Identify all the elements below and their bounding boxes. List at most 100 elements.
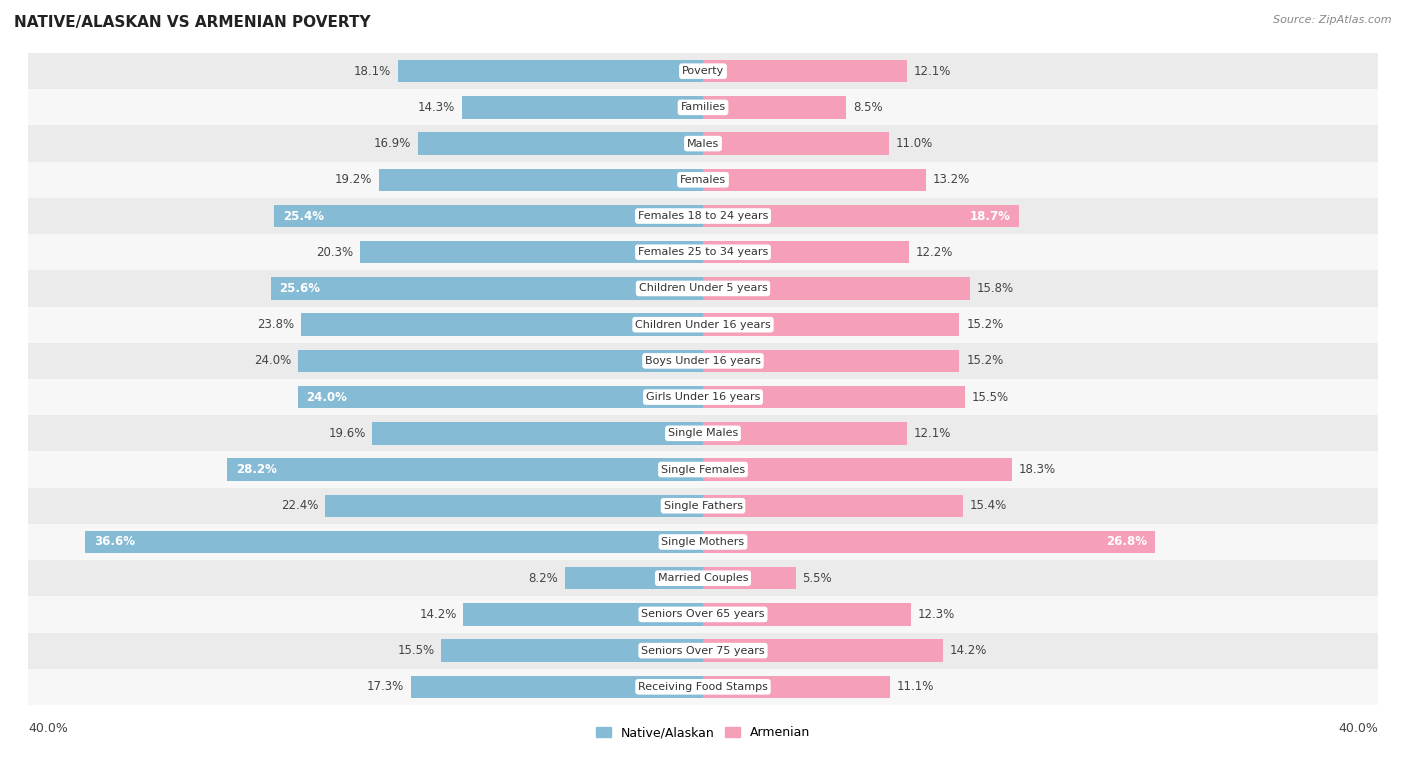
Bar	[441, 640, 703, 662]
Text: 24.0%: 24.0%	[254, 355, 291, 368]
Bar	[28, 560, 1378, 597]
Text: 15.5%: 15.5%	[972, 390, 1008, 403]
Bar	[398, 60, 703, 83]
Text: Poverty: Poverty	[682, 66, 724, 76]
Text: Single Fathers: Single Fathers	[664, 501, 742, 511]
Text: 23.8%: 23.8%	[257, 318, 295, 331]
Bar	[565, 567, 703, 590]
Text: 40.0%: 40.0%	[1339, 722, 1378, 735]
Bar	[703, 314, 959, 336]
Bar	[28, 632, 1378, 669]
Text: 26.8%: 26.8%	[1105, 535, 1147, 549]
Bar	[703, 422, 907, 444]
Text: 36.6%: 36.6%	[94, 535, 135, 549]
Bar	[411, 675, 703, 698]
Text: Girls Under 16 years: Girls Under 16 years	[645, 392, 761, 402]
Text: 18.1%: 18.1%	[354, 64, 391, 77]
Text: 15.2%: 15.2%	[966, 355, 1004, 368]
Text: 12.1%: 12.1%	[914, 427, 952, 440]
Text: 18.3%: 18.3%	[1018, 463, 1056, 476]
Bar	[703, 640, 942, 662]
Bar	[298, 349, 703, 372]
Bar	[461, 96, 703, 118]
Text: 11.1%: 11.1%	[897, 681, 935, 694]
Bar	[703, 567, 796, 590]
Bar	[703, 494, 963, 517]
Text: 18.7%: 18.7%	[969, 209, 1010, 223]
Text: 8.5%: 8.5%	[853, 101, 883, 114]
Text: 14.3%: 14.3%	[418, 101, 456, 114]
Text: 15.5%: 15.5%	[398, 644, 434, 657]
Text: 40.0%: 40.0%	[28, 722, 67, 735]
Bar	[703, 386, 965, 409]
Text: 12.2%: 12.2%	[915, 246, 953, 258]
Bar	[28, 198, 1378, 234]
Bar	[703, 349, 959, 372]
Bar	[28, 487, 1378, 524]
Text: 19.6%: 19.6%	[328, 427, 366, 440]
Bar	[228, 459, 703, 481]
Bar	[703, 241, 908, 264]
Text: NATIVE/ALASKAN VS ARMENIAN POVERTY: NATIVE/ALASKAN VS ARMENIAN POVERTY	[14, 15, 371, 30]
Bar	[703, 531, 1156, 553]
Text: 16.9%: 16.9%	[374, 137, 411, 150]
Text: 15.4%: 15.4%	[970, 500, 1007, 512]
Bar	[28, 343, 1378, 379]
Bar	[271, 277, 703, 299]
Text: 24.0%: 24.0%	[307, 390, 347, 403]
Bar	[28, 597, 1378, 632]
Bar	[380, 168, 703, 191]
Text: Females 18 to 24 years: Females 18 to 24 years	[638, 211, 768, 221]
Bar	[28, 126, 1378, 161]
Bar	[28, 524, 1378, 560]
Bar	[28, 306, 1378, 343]
Bar	[703, 60, 907, 83]
Text: Females 25 to 34 years: Females 25 to 34 years	[638, 247, 768, 257]
Text: 12.1%: 12.1%	[914, 64, 952, 77]
Text: 14.2%: 14.2%	[949, 644, 987, 657]
Text: 28.2%: 28.2%	[236, 463, 277, 476]
Bar	[28, 234, 1378, 271]
Text: 15.2%: 15.2%	[966, 318, 1004, 331]
Bar	[703, 96, 846, 118]
Text: Children Under 5 years: Children Under 5 years	[638, 283, 768, 293]
Bar	[28, 379, 1378, 415]
Bar	[360, 241, 703, 264]
Bar	[28, 415, 1378, 452]
Text: 12.3%: 12.3%	[917, 608, 955, 621]
Bar	[703, 205, 1018, 227]
Legend: Native/Alaskan, Armenian: Native/Alaskan, Armenian	[591, 722, 815, 744]
Text: Receiving Food Stamps: Receiving Food Stamps	[638, 682, 768, 692]
Bar	[28, 271, 1378, 306]
Text: 15.8%: 15.8%	[976, 282, 1014, 295]
Bar	[28, 669, 1378, 705]
Bar	[28, 161, 1378, 198]
Text: 25.6%: 25.6%	[280, 282, 321, 295]
Text: 22.4%: 22.4%	[281, 500, 318, 512]
Text: Married Couples: Married Couples	[658, 573, 748, 583]
Bar	[703, 603, 911, 625]
Text: Seniors Over 75 years: Seniors Over 75 years	[641, 646, 765, 656]
Text: Single Mothers: Single Mothers	[661, 537, 745, 547]
Text: 17.3%: 17.3%	[367, 681, 405, 694]
Text: Males: Males	[688, 139, 718, 149]
Bar	[464, 603, 703, 625]
Bar	[274, 205, 703, 227]
Bar	[28, 89, 1378, 126]
Bar	[86, 531, 703, 553]
Text: Females: Females	[681, 175, 725, 185]
Bar	[301, 314, 703, 336]
Text: Boys Under 16 years: Boys Under 16 years	[645, 356, 761, 366]
Text: 20.3%: 20.3%	[316, 246, 354, 258]
Bar	[298, 386, 703, 409]
Text: Source: ZipAtlas.com: Source: ZipAtlas.com	[1274, 15, 1392, 25]
Bar	[703, 168, 925, 191]
Bar	[703, 277, 970, 299]
Bar	[418, 133, 703, 155]
Bar	[373, 422, 703, 444]
Text: Single Males: Single Males	[668, 428, 738, 438]
Text: 5.5%: 5.5%	[803, 572, 832, 584]
Text: 14.2%: 14.2%	[419, 608, 457, 621]
Text: Children Under 16 years: Children Under 16 years	[636, 320, 770, 330]
Text: 13.2%: 13.2%	[932, 174, 970, 186]
